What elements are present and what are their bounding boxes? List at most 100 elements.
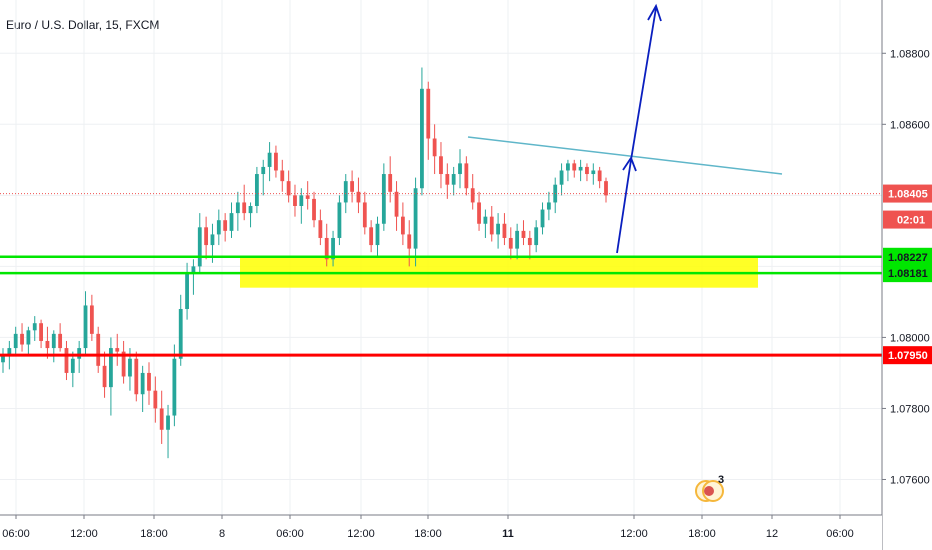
- support-upper-tag: 1.08227: [888, 252, 928, 264]
- candle-body: [305, 195, 310, 199]
- candle-body: [451, 174, 456, 185]
- candle-body: [559, 170, 564, 185]
- descending-trendline[interactable]: [467, 136, 783, 175]
- candle-body: [254, 174, 259, 206]
- candle-body: [572, 163, 577, 171]
- candle-body: [51, 333, 56, 349]
- candle-body: [216, 220, 221, 235]
- candle-body: [369, 227, 374, 246]
- candle-body: [356, 191, 361, 203]
- symbol-title[interactable]: Euro / U.S. Dollar, 15, FXCM: [6, 18, 160, 32]
- badge-count[interactable]: 3: [718, 474, 724, 486]
- candle-body: [178, 309, 183, 359]
- resistance-tag: 1.07950: [888, 350, 928, 362]
- candle-body: [109, 348, 113, 388]
- candle-body: [439, 156, 443, 175]
- candle-body: [546, 202, 551, 210]
- time-tick-label: 12: [766, 528, 778, 540]
- candle-body: [102, 365, 107, 388]
- candle-body: [362, 202, 367, 228]
- candle-body: [267, 152, 272, 167]
- candle-body: [58, 333, 63, 349]
- candle-body: [96, 333, 101, 366]
- projection-arrow-second-head: [647, 3, 662, 22]
- candle-body: [299, 195, 304, 206]
- candle-body: [140, 372, 145, 395]
- candle-body: [89, 305, 94, 334]
- candle-body: [223, 220, 228, 231]
- candle-body: [585, 166, 589, 175]
- candle-body: [458, 163, 462, 175]
- projection-arrow-second[interactable]: [630, 7, 657, 161]
- candle-body: [312, 198, 316, 221]
- candle-body: [477, 202, 481, 224]
- price-tick-label: 1.08000: [890, 332, 930, 344]
- time-axis-bg: [0, 515, 882, 550]
- projection-arrow-first[interactable]: [616, 159, 632, 254]
- candle-body: [331, 237, 335, 260]
- candle-body: [39, 323, 43, 341]
- time-tick-label: 12:00: [620, 528, 648, 540]
- price-tick-label: 1.08600: [890, 119, 930, 131]
- candle-body: [540, 209, 545, 228]
- candle-body: [566, 163, 570, 171]
- candle-body: [26, 330, 31, 345]
- candle-body: [134, 358, 139, 395]
- candle-body: [153, 390, 158, 409]
- flag-icon: [704, 486, 714, 496]
- candle-body: [172, 358, 177, 416]
- candle-body: [191, 266, 196, 274]
- candle-body: [77, 348, 82, 359]
- candle-body: [45, 340, 50, 349]
- candle-body: [286, 181, 291, 196]
- resistance-tag-bg: [883, 346, 932, 365]
- candle-body: [426, 88, 431, 139]
- support-upper-tag-bg: [883, 247, 932, 266]
- candle-body: [210, 234, 215, 246]
- candle-body: [1, 355, 5, 363]
- candle-body: [400, 216, 405, 235]
- price-tick-label: 1.07600: [890, 474, 930, 486]
- time-tick-label: 8: [219, 528, 225, 540]
- candle-body: [591, 170, 596, 175]
- candle-body: [381, 174, 386, 224]
- candle-body: [394, 191, 399, 217]
- candle-body: [470, 188, 475, 203]
- candle-body: [318, 220, 323, 238]
- candle-body: [483, 216, 488, 224]
- candle-body: [166, 415, 170, 430]
- time-tick-label: 11: [502, 528, 514, 540]
- candle-body: [515, 230, 520, 249]
- candle-body: [197, 227, 202, 267]
- candle-body: [375, 223, 380, 246]
- candle-body: [604, 181, 608, 196]
- time-tick-label: 12:00: [347, 528, 375, 540]
- candle-body: [293, 195, 297, 206]
- price-tick-label: 1.08800: [890, 48, 930, 60]
- time-tick-label: 06:00: [2, 528, 30, 540]
- price-tick-label: 1.07800: [890, 403, 930, 415]
- candle-body: [324, 237, 329, 260]
- candle-body: [159, 408, 164, 430]
- candle-body: [343, 181, 348, 203]
- support-lower-tag-bg: [883, 264, 932, 283]
- candle-body: [242, 202, 247, 214]
- candle-body: [7, 348, 12, 356]
- candle-body: [578, 166, 583, 171]
- candle-body: [521, 230, 526, 238]
- candle-body: [83, 305, 88, 349]
- candle-body: [420, 88, 424, 189]
- candle-body: [350, 181, 355, 192]
- candle-body: [20, 333, 24, 345]
- time-tick-label: 06:00: [826, 528, 854, 540]
- candle-body: [70, 358, 75, 373]
- candle-body: [32, 323, 37, 331]
- time-tick-label: 18:00: [140, 528, 168, 540]
- candle-body: [115, 348, 120, 352]
- candle-body: [413, 188, 418, 249]
- candle-body: [508, 237, 513, 249]
- candle-body: [534, 227, 539, 246]
- countdown-tag: 02:01: [897, 215, 925, 227]
- ideas-badge: 3: [695, 474, 724, 502]
